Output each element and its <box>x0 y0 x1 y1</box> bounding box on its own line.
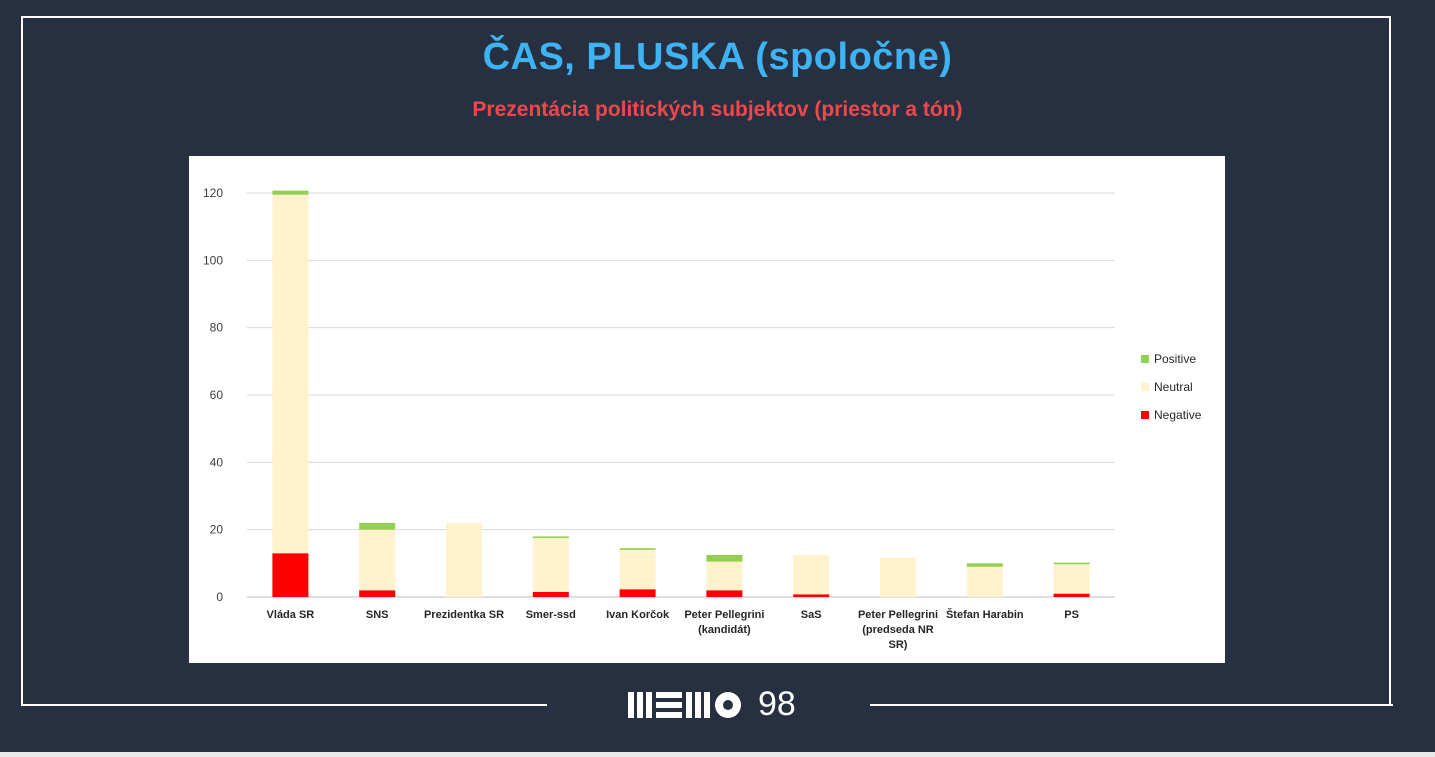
bar-neutral <box>880 557 916 597</box>
bar-positive <box>966 563 1003 567</box>
bar-positive <box>1053 562 1090 565</box>
bottom-rule-right <box>870 704 1393 706</box>
x-tick-label: Peter Pellegrini <box>858 609 938 621</box>
bar-neutral <box>272 194 309 554</box>
x-tick-label: Smer-ssd <box>526 609 576 621</box>
bar-positive <box>619 548 656 550</box>
y-tick-label: 20 <box>210 523 224 537</box>
bar-negative <box>272 553 309 597</box>
bar-positive <box>706 554 743 562</box>
x-tick-label: Prezidentka SR <box>424 609 504 621</box>
x-tick-label: Vláda SR <box>267 609 315 621</box>
slide-frame <box>21 16 1391 704</box>
bar-positive <box>532 536 569 539</box>
x-tick-label: (kandidát) <box>698 624 751 636</box>
bar-negative <box>619 589 656 597</box>
bar-negative <box>359 590 396 597</box>
x-tick-label: (predseda NR <box>862 624 934 636</box>
memo98-logo: 98 <box>628 684 796 723</box>
page-subtitle: Prezentácia politických subjektov (pries… <box>472 98 963 121</box>
legend-swatch-negative <box>1141 411 1149 419</box>
legend-label-negative: Negative <box>1154 408 1202 422</box>
x-tick-label: SNS <box>366 609 389 621</box>
bar-neutral <box>1053 564 1090 594</box>
bar-negative <box>706 590 743 597</box>
bar-negative <box>1053 593 1090 597</box>
bar-negative <box>793 594 830 597</box>
logo-number: 98 <box>758 684 796 723</box>
y-tick-label: 120 <box>203 186 223 200</box>
bar-neutral <box>706 561 743 591</box>
legend-label-neutral: Neutral <box>1154 380 1193 394</box>
bar-neutral <box>966 566 1003 597</box>
bar-positive <box>272 190 309 195</box>
legend-swatch-neutral <box>1141 383 1149 391</box>
bar-neutral <box>532 538 569 592</box>
y-tick-label: 0 <box>216 590 223 604</box>
stacked-bar-chart: 0 20 40 60 80 100 120 Vláda SR SNS Prezidentka SR… <box>203 186 1202 651</box>
y-tick-label: 40 <box>210 455 224 469</box>
bar-neutral <box>359 529 396 591</box>
x-tick-label: SaS <box>801 609 822 621</box>
x-tick-label: Peter Pellegrini <box>684 609 764 621</box>
bar-neutral <box>619 549 656 590</box>
bar-positive <box>359 522 396 530</box>
footer-strip <box>0 752 1435 757</box>
y-tick-label: 100 <box>203 253 223 267</box>
bottom-rule-left <box>21 704 547 706</box>
memo-logo-icon <box>628 692 741 718</box>
y-tick-label: 80 <box>210 321 224 335</box>
bar-negative <box>532 591 569 597</box>
legend-label-positive: Positive <box>1154 352 1196 366</box>
page-title: ČAS, PLUSKA (spoločne) <box>482 36 953 78</box>
x-tick-label: SR) <box>889 639 908 651</box>
chart-panel: 0 20 40 60 80 100 120 Vláda SR SNS Prezidentka SR… <box>189 156 1225 663</box>
legend-swatch-positive <box>1141 355 1149 363</box>
bar-neutral <box>446 522 482 597</box>
x-tick-label: PS <box>1064 609 1079 621</box>
y-tick-label: 60 <box>210 388 224 402</box>
x-tick-label: Ivan Korčok <box>606 609 670 621</box>
x-tick-label: Štefan Harabin <box>946 608 1024 621</box>
bar-neutral <box>793 554 830 595</box>
